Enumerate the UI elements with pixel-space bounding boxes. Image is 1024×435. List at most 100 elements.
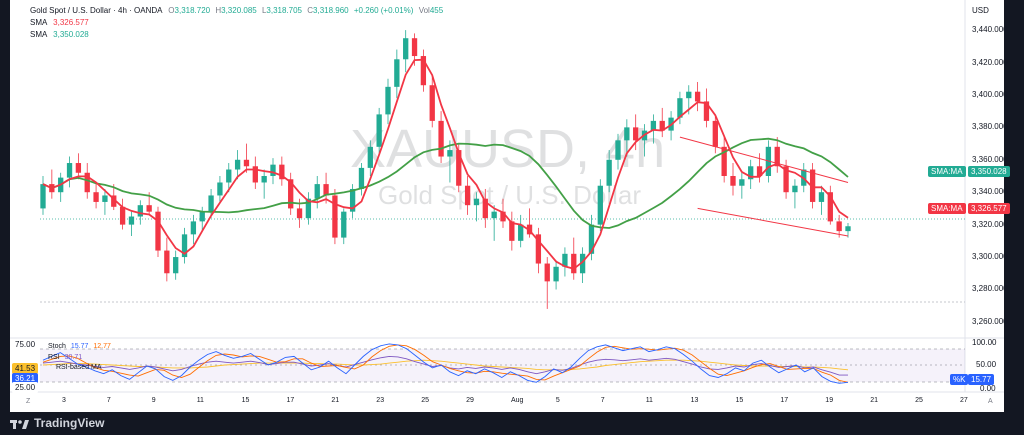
candle-body bbox=[686, 91, 692, 99]
k-tag-label: %K bbox=[950, 374, 969, 385]
time-tick: 5 bbox=[555, 397, 560, 404]
candle-body bbox=[190, 221, 197, 235]
sma-slow-legend[interactable]: SMA 3,350.028 bbox=[30, 30, 89, 39]
trend-line bbox=[679, 136, 849, 183]
candle-body bbox=[429, 85, 435, 121]
price-tick: 3,420.000 bbox=[972, 57, 1008, 67]
candle-body bbox=[438, 120, 444, 157]
candle-body bbox=[349, 188, 356, 212]
candle-body bbox=[535, 234, 542, 264]
sma-fast-value: 3,326.577 bbox=[53, 18, 89, 27]
candle-body bbox=[739, 179, 745, 186]
candle-body bbox=[279, 164, 285, 180]
candle-body bbox=[473, 198, 480, 206]
auto-scale-button[interactable]: A bbox=[988, 398, 993, 405]
rsi-ma-tag: 41.53 bbox=[12, 363, 39, 374]
price-tick: 3,320.000 bbox=[972, 219, 1008, 229]
price-tick: 3,440.000 bbox=[972, 25, 1008, 35]
candle-body bbox=[234, 159, 241, 170]
candle-body bbox=[650, 120, 657, 131]
candle-body bbox=[597, 185, 603, 225]
rsi-ma-legend[interactable]: RSI-based MA bbox=[56, 364, 102, 371]
candle-body bbox=[128, 216, 135, 225]
rsi-legend[interactable]: RSI 30.71 bbox=[48, 354, 82, 361]
candle-body bbox=[411, 38, 418, 57]
time-tick: 15 bbox=[735, 397, 744, 404]
candle-body bbox=[615, 140, 621, 160]
candle-body bbox=[553, 266, 559, 282]
time-tick: 7 bbox=[106, 397, 111, 404]
rsi-name: RSI bbox=[48, 354, 60, 361]
price-tick: 3,260.000 bbox=[972, 316, 1008, 326]
osc-axis-100: 100.00 bbox=[972, 338, 997, 347]
time-tick: 9 bbox=[151, 397, 156, 404]
candle-body bbox=[509, 221, 515, 241]
time-tick: 25 bbox=[915, 397, 923, 404]
candle-body bbox=[491, 211, 497, 219]
candle-body bbox=[606, 159, 612, 186]
candle-body bbox=[721, 146, 727, 176]
close-value: 3,318.960 bbox=[313, 6, 349, 15]
candle-body bbox=[394, 59, 400, 87]
candle-body bbox=[420, 56, 427, 86]
candle-body bbox=[84, 172, 90, 193]
candle-body bbox=[146, 205, 152, 212]
price-tick: 3,360.000 bbox=[972, 154, 1008, 164]
close-label: C bbox=[307, 6, 314, 15]
time-tick: 23 bbox=[376, 397, 385, 404]
trend-line bbox=[697, 207, 849, 237]
candle-body bbox=[677, 98, 683, 118]
sma-slow-tag-value: 3,350.028 bbox=[968, 166, 1010, 177]
stoch-k-value: 15.77 bbox=[70, 343, 89, 350]
candle-body bbox=[226, 169, 232, 183]
candle-body bbox=[376, 114, 382, 147]
time-tick: 25 bbox=[421, 397, 429, 404]
candle-body bbox=[111, 195, 117, 207]
sma-fast-name: SMA bbox=[30, 18, 47, 27]
candle-body bbox=[756, 166, 763, 176]
candle-body bbox=[181, 234, 188, 258]
time-tick: 15 bbox=[241, 397, 250, 404]
stoch-name: Stoch bbox=[48, 343, 66, 350]
candle-body bbox=[588, 224, 595, 254]
rsi-ma-line bbox=[42, 359, 849, 371]
price-tick: 3,280.000 bbox=[972, 284, 1008, 294]
osc-axis-0: 0.00 bbox=[980, 384, 996, 393]
tradingview-logo-icon bbox=[10, 420, 29, 429]
sma-fast-legend[interactable]: SMA 3,326.577 bbox=[30, 18, 89, 27]
time-tick: 17 bbox=[780, 397, 789, 404]
candle-body bbox=[562, 253, 568, 267]
watermark-symbol: XAUUSD, 4h bbox=[350, 119, 666, 179]
currency-label[interactable]: USD bbox=[972, 6, 989, 15]
candle-body bbox=[296, 208, 303, 219]
timezone-button[interactable]: Z bbox=[26, 398, 31, 405]
candle-body bbox=[314, 184, 320, 199]
candle-body bbox=[332, 195, 338, 238]
candle-body bbox=[809, 169, 816, 202]
volume-value: 455 bbox=[429, 6, 444, 15]
candle-body bbox=[385, 86, 391, 115]
candle-body bbox=[792, 185, 798, 193]
candle-body bbox=[456, 150, 462, 186]
price-chart[interactable] bbox=[10, 0, 1004, 412]
symbol-legend[interactable]: Gold Spot / U.S. Dollar · 4h · OANDA O3,… bbox=[30, 6, 443, 15]
candle-body bbox=[119, 206, 126, 225]
volume-label: Vol bbox=[418, 6, 430, 15]
time-tick: 21 bbox=[870, 397, 878, 404]
open-value: 3,318.720 bbox=[174, 6, 211, 15]
candle-body bbox=[243, 159, 250, 167]
sma-slow-value: 3,350.028 bbox=[53, 30, 89, 39]
candle-body bbox=[827, 192, 833, 222]
candle-body bbox=[40, 184, 46, 209]
candle-body bbox=[66, 163, 73, 178]
stoch-legend[interactable]: Stoch 15.77 12.77 bbox=[48, 343, 111, 350]
time-tick: 17 bbox=[286, 397, 295, 404]
low-value: 3,318.705 bbox=[266, 6, 302, 15]
osc-level-bottom: 25.00 bbox=[12, 382, 39, 393]
candle-body bbox=[818, 192, 825, 202]
footer-bar: TradingView bbox=[0, 412, 1024, 435]
candle-body bbox=[518, 224, 524, 241]
candle-body bbox=[341, 211, 347, 238]
brand-name: TradingView bbox=[34, 416, 105, 430]
candle-body bbox=[173, 257, 179, 274]
